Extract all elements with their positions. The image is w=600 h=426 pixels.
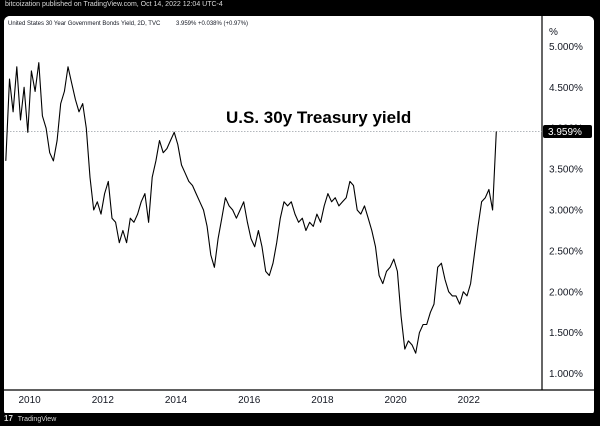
x-tick-label: 2022	[458, 395, 481, 406]
y-tick-label: 1.000%	[549, 369, 583, 380]
last-price-tag-background	[543, 125, 592, 139]
last-price-tag: 3.959%	[543, 125, 592, 139]
symbol-info-line: United States 30 Year Government Bonds Y…	[8, 21, 248, 27]
y-tick-label: 5.000%	[549, 42, 583, 53]
x-tick-label: 2012	[92, 395, 115, 406]
x-axis[interactable]: 2010 2012 2014 2016 2018 2020 2022	[18, 395, 480, 406]
symbol-last-value: 3.959%	[176, 21, 197, 27]
x-tick-label: 2014	[165, 395, 188, 406]
y-tick-label: 3.000%	[549, 206, 583, 217]
footer: 17 TradingView	[0, 413, 600, 425]
publisher-attribution: bitcoization published on TradingView.co…	[5, 1, 223, 8]
x-tick-label: 2016	[238, 395, 261, 406]
y-tick-label: 2.500%	[549, 246, 583, 257]
y-tick-label: 1.500%	[549, 328, 583, 339]
yield-line	[5, 62, 497, 354]
y-tick-label: 2.000%	[549, 287, 583, 298]
x-tick-label: 2010	[18, 395, 41, 406]
y-tick-label: 4.500%	[549, 83, 583, 94]
chart-svg: United States 30 Year Government Bonds Y…	[4, 16, 594, 416]
y-axis[interactable]: 5.000%4.500%4.000%3.500%3.000%2.500%2.00…	[549, 42, 583, 380]
chart-frame: United States 30 Year Government Bonds Y…	[0, 10, 600, 416]
y-tick-label: 3.500%	[549, 165, 583, 176]
y-unit-label: %	[549, 27, 558, 38]
symbol-change: +0.038% (+0.97%)	[198, 21, 248, 27]
x-tick-label: 2018	[311, 395, 334, 406]
x-tick-label: 2020	[384, 395, 407, 406]
chart-panel[interactable]: United States 30 Year Government Bonds Y…	[4, 16, 594, 416]
footer-brand: TradingView	[17, 416, 57, 423]
plot-background	[4, 16, 594, 416]
last-price-tag-label: 3.959%	[548, 127, 582, 138]
chart-annotation: U.S. 30y Treasury yield	[226, 108, 411, 127]
tradingview-logo-icon: 17	[4, 414, 13, 423]
symbol-text: United States 30 Year Government Bonds Y…	[8, 21, 161, 27]
top-bar: bitcoization published on TradingView.co…	[0, 0, 600, 10]
